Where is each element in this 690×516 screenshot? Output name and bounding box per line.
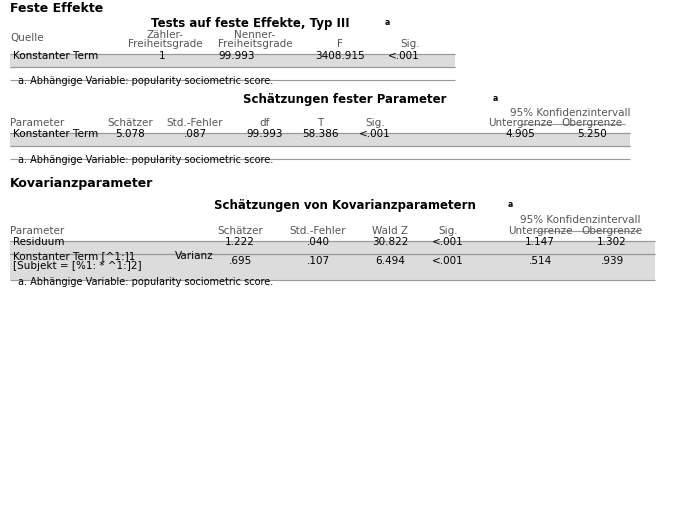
- Text: 95% Konfidenzintervall: 95% Konfidenzintervall: [510, 108, 630, 118]
- Bar: [10, 133, 630, 146]
- Text: .040: .040: [306, 237, 330, 247]
- Text: 3408.915: 3408.915: [315, 51, 365, 61]
- Text: 30.822: 30.822: [372, 237, 408, 247]
- Text: 1: 1: [159, 51, 165, 61]
- Text: Tests auf feste Effekte, Typ III: Tests auf feste Effekte, Typ III: [150, 17, 349, 30]
- Text: T: T: [317, 118, 323, 128]
- Text: .087: .087: [184, 129, 206, 139]
- Text: Obergrenze: Obergrenze: [562, 118, 622, 128]
- Text: Konstanter Term: Konstanter Term: [13, 51, 98, 61]
- Text: 1.302: 1.302: [597, 237, 627, 247]
- Text: Feste Effekte: Feste Effekte: [10, 2, 103, 15]
- Text: a. Abhängige Variable: popularity sociometric score.: a. Abhängige Variable: popularity sociom…: [18, 155, 273, 165]
- Text: .514: .514: [529, 256, 551, 266]
- Text: a. Abhängige Variable: popularity sociometric score.: a. Abhängige Variable: popularity sociom…: [18, 277, 273, 287]
- Text: .939: .939: [600, 256, 624, 266]
- Text: a. Abhängige Variable: popularity sociometric score.: a. Abhängige Variable: popularity sociom…: [18, 76, 273, 86]
- Text: df: df: [260, 118, 270, 128]
- Text: 95% Konfidenzintervall: 95% Konfidenzintervall: [520, 215, 640, 225]
- Text: Schätzungen fester Parameter: Schätzungen fester Parameter: [244, 93, 446, 106]
- Text: Schätzungen von Kovarianzparametern: Schätzungen von Kovarianzparametern: [214, 199, 476, 212]
- Text: a: a: [508, 200, 513, 209]
- Text: Konstanter Term [^1:]1: Konstanter Term [^1:]1: [13, 251, 135, 261]
- Text: 99.993: 99.993: [219, 51, 255, 61]
- Text: a: a: [493, 94, 498, 103]
- Text: Nenner-: Nenner-: [235, 30, 275, 40]
- Text: Obergrenze: Obergrenze: [582, 226, 642, 236]
- Text: 58.386: 58.386: [302, 129, 338, 139]
- Bar: [10, 241, 655, 254]
- Bar: [10, 254, 655, 280]
- Text: Parameter: Parameter: [10, 118, 64, 128]
- Text: Residuum: Residuum: [13, 237, 64, 247]
- Text: .107: .107: [306, 256, 330, 266]
- Text: Untergrenze: Untergrenze: [508, 226, 572, 236]
- Text: Kovarianzparameter: Kovarianzparameter: [10, 177, 153, 190]
- Text: 4.905: 4.905: [505, 129, 535, 139]
- Text: 5.078: 5.078: [115, 129, 145, 139]
- Text: Std.-Fehler: Std.-Fehler: [167, 118, 224, 128]
- Text: Konstanter Term: Konstanter Term: [13, 129, 98, 139]
- Text: Schätzer: Schätzer: [217, 226, 263, 236]
- Text: Untergrenze: Untergrenze: [488, 118, 552, 128]
- Text: Schätzer: Schätzer: [107, 118, 153, 128]
- Text: <.001: <.001: [432, 256, 464, 266]
- Text: <.001: <.001: [432, 237, 464, 247]
- Text: <.001: <.001: [359, 129, 391, 139]
- Bar: [10, 54, 455, 67]
- Text: Std.-Fehler: Std.-Fehler: [290, 226, 346, 236]
- Text: 1.222: 1.222: [225, 237, 255, 247]
- Text: 5.250: 5.250: [577, 129, 607, 139]
- Text: a: a: [385, 18, 391, 27]
- Text: Freiheitsgrade: Freiheitsgrade: [217, 39, 293, 49]
- Text: Quelle: Quelle: [10, 33, 43, 43]
- Text: Varianz: Varianz: [175, 251, 214, 261]
- Text: Zähler-: Zähler-: [146, 30, 184, 40]
- Text: F: F: [337, 39, 343, 49]
- Text: Sig.: Sig.: [400, 39, 420, 49]
- Text: Wald Z: Wald Z: [372, 226, 408, 236]
- Text: Freiheitsgrade: Freiheitsgrade: [128, 39, 202, 49]
- Text: [Subjekt = [%1: * ^1:]2]: [Subjekt = [%1: * ^1:]2]: [13, 261, 141, 271]
- Text: Sig.: Sig.: [365, 118, 385, 128]
- Text: Sig.: Sig.: [438, 226, 457, 236]
- Text: <.001: <.001: [388, 51, 420, 61]
- Text: 6.494: 6.494: [375, 256, 405, 266]
- Text: Parameter: Parameter: [10, 226, 64, 236]
- Text: 99.993: 99.993: [247, 129, 284, 139]
- Text: 1.147: 1.147: [525, 237, 555, 247]
- Text: .695: .695: [228, 256, 252, 266]
